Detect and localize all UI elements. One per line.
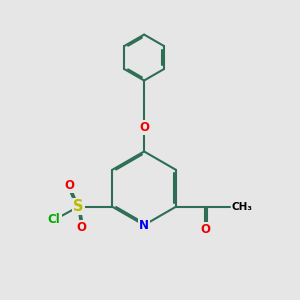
Text: O: O	[76, 221, 86, 234]
Text: CH₃: CH₃	[232, 202, 253, 212]
Text: N: N	[139, 219, 149, 232]
Text: O: O	[64, 179, 74, 192]
Text: O: O	[200, 223, 210, 236]
Text: O: O	[139, 121, 149, 134]
Text: S: S	[73, 199, 84, 214]
Text: Cl: Cl	[48, 213, 61, 226]
